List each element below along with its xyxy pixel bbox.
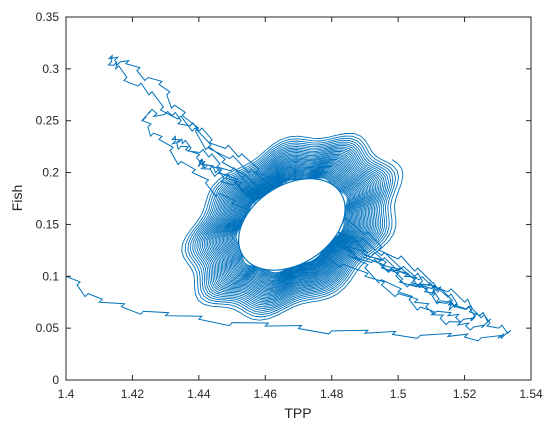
y-tick-label: 0.2 bbox=[42, 166, 59, 180]
x-tick-label: 1.48 bbox=[320, 387, 344, 401]
limit-cycle-hole bbox=[237, 178, 346, 271]
y-tick-label: 0.25 bbox=[36, 114, 60, 128]
x-tick-label: 1.5 bbox=[390, 387, 407, 401]
y-tick-label: 0.35 bbox=[36, 10, 60, 24]
y-tick-label: 0.05 bbox=[36, 321, 60, 335]
y-tick-label: 0.1 bbox=[42, 269, 59, 283]
y-tick-label: 0 bbox=[52, 373, 59, 387]
x-ticks: 1.4 1.42 1.44 1.46 1.48 1.5 1.52 1.54 bbox=[58, 17, 543, 401]
y-axis-label: Fish bbox=[9, 185, 25, 211]
x-tick-label: 1.46 bbox=[254, 387, 278, 401]
trajectory-dense-band bbox=[181, 133, 404, 321]
axes-box bbox=[65, 16, 532, 381]
x-tick-label: 1.44 bbox=[187, 387, 211, 401]
x-tick-label: 1.54 bbox=[519, 387, 543, 401]
y-tick-label: 0.15 bbox=[36, 217, 60, 231]
x-axis-label: TPP bbox=[284, 405, 311, 421]
y-ticks: 0 0.05 0.1 0.15 0.2 0.25 0.3 0.35 bbox=[36, 10, 531, 387]
x-tick-label: 1.4 bbox=[58, 387, 75, 401]
data-layer bbox=[66, 54, 512, 342]
y-tick-label: 0.3 bbox=[42, 62, 59, 76]
x-tick-label: 1.42 bbox=[121, 387, 145, 401]
x-tick-label: 1.52 bbox=[453, 387, 477, 401]
